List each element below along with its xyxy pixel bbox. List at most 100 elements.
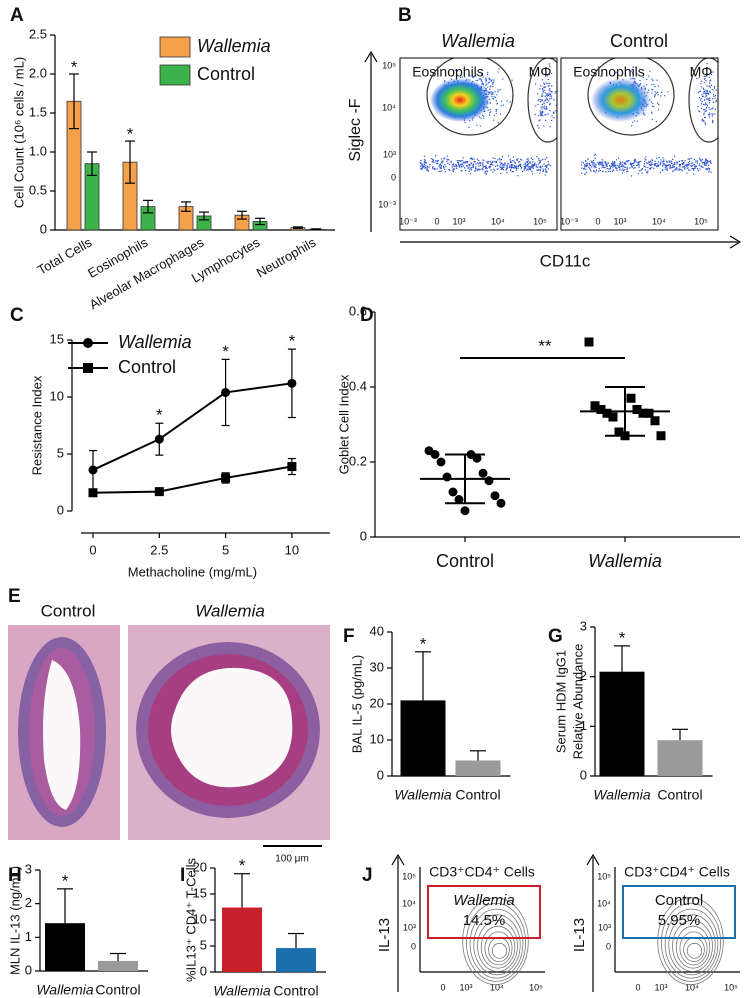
point — [608, 412, 618, 422]
event-dot — [702, 161, 705, 164]
event-dot — [525, 165, 527, 168]
event-dot — [614, 165, 616, 167]
significance: * — [62, 871, 69, 890]
plot-title: Control — [610, 31, 668, 51]
event-dot — [442, 166, 445, 168]
event-dot — [613, 164, 615, 166]
event-dot — [544, 168, 546, 170]
event-dot — [668, 161, 670, 163]
y-axis-label: Siglec -F — [347, 98, 364, 161]
event-dot — [466, 160, 469, 163]
event-dot — [540, 85, 542, 87]
plot-frame — [560, 57, 719, 231]
bar — [400, 700, 446, 776]
event-dot — [700, 107, 703, 109]
event-dot — [516, 158, 518, 160]
event-dot — [544, 119, 547, 121]
event-dot — [636, 120, 638, 122]
event-dot — [422, 163, 424, 165]
event-dot — [473, 75, 475, 77]
event-dot — [642, 76, 644, 79]
event-dot — [600, 75, 602, 77]
event-dot — [708, 76, 711, 79]
event-dot — [602, 163, 604, 165]
event-dot — [439, 164, 441, 166]
event-dot — [656, 91, 659, 93]
event-dot — [542, 91, 544, 93]
event-dot — [622, 168, 624, 170]
event-dot — [462, 165, 465, 167]
event-dot — [704, 75, 706, 77]
significance: * — [222, 342, 229, 361]
event-dot — [657, 161, 660, 163]
event-dot — [424, 167, 426, 169]
event-dot — [707, 161, 709, 163]
event-dot — [606, 165, 608, 168]
event-dot — [650, 101, 652, 103]
event-dot — [654, 95, 656, 97]
panel-letter: E — [8, 586, 21, 607]
event-dot — [705, 92, 707, 94]
panel-letter: B — [398, 5, 412, 26]
event-dot — [497, 89, 499, 91]
event-dot — [498, 158, 501, 160]
event-dot — [692, 162, 694, 164]
event-dot — [466, 165, 469, 167]
event-dot — [471, 157, 473, 159]
x-tick-label: Neutrophils — [254, 234, 319, 280]
event-dot — [536, 156, 538, 158]
y-axis-label: Goblet Cell Index — [336, 374, 351, 474]
event-dot — [492, 164, 494, 166]
event-dot — [472, 165, 474, 168]
event-dot — [623, 166, 625, 168]
event-dot — [602, 161, 604, 163]
event-dot — [679, 165, 681, 168]
event-dot — [492, 85, 494, 88]
event-dot — [517, 158, 519, 160]
event-dot — [656, 164, 658, 167]
event-dot — [509, 161, 512, 163]
event-dot — [587, 158, 589, 160]
event-dot — [540, 99, 542, 101]
event-dot — [511, 166, 513, 168]
event-dot — [486, 73, 489, 76]
event-dot — [616, 169, 618, 171]
event-dot — [631, 165, 633, 167]
y-tick-label: 1 — [25, 929, 32, 944]
y-tick-label: 10⁵ — [402, 871, 416, 881]
y-tick-label: 2.5 — [29, 26, 47, 41]
y-tick-label: 10⁻³ — [378, 199, 396, 209]
event-dot — [461, 159, 463, 162]
event-dot — [549, 95, 551, 97]
event-dot — [506, 164, 508, 166]
event-dot — [698, 90, 700, 92]
event-dot — [542, 111, 544, 113]
point — [460, 506, 470, 516]
event-dot — [520, 166, 523, 168]
event-dot — [656, 79, 658, 81]
event-dot — [706, 92, 708, 94]
event-dot — [535, 105, 537, 107]
event-dot — [709, 91, 711, 93]
event-dot — [485, 81, 487, 83]
event-dot — [545, 170, 548, 173]
event-dot — [531, 165, 533, 167]
event-dot — [657, 85, 659, 87]
event-dot — [708, 85, 710, 87]
event-dot — [647, 170, 649, 172]
event-dot — [504, 164, 506, 166]
event-dot — [489, 167, 491, 169]
point — [478, 468, 488, 478]
event-dot — [526, 160, 528, 163]
event-dot — [489, 165, 491, 168]
event-dot — [705, 79, 707, 82]
event-dot — [488, 160, 490, 163]
contour — [473, 914, 521, 976]
event-dot — [656, 157, 658, 159]
event-dot — [480, 74, 483, 76]
event-dot — [549, 93, 552, 95]
event-dot — [497, 165, 499, 167]
event-dot — [703, 112, 705, 114]
event-dot — [487, 162, 489, 164]
event-dot — [581, 167, 583, 169]
